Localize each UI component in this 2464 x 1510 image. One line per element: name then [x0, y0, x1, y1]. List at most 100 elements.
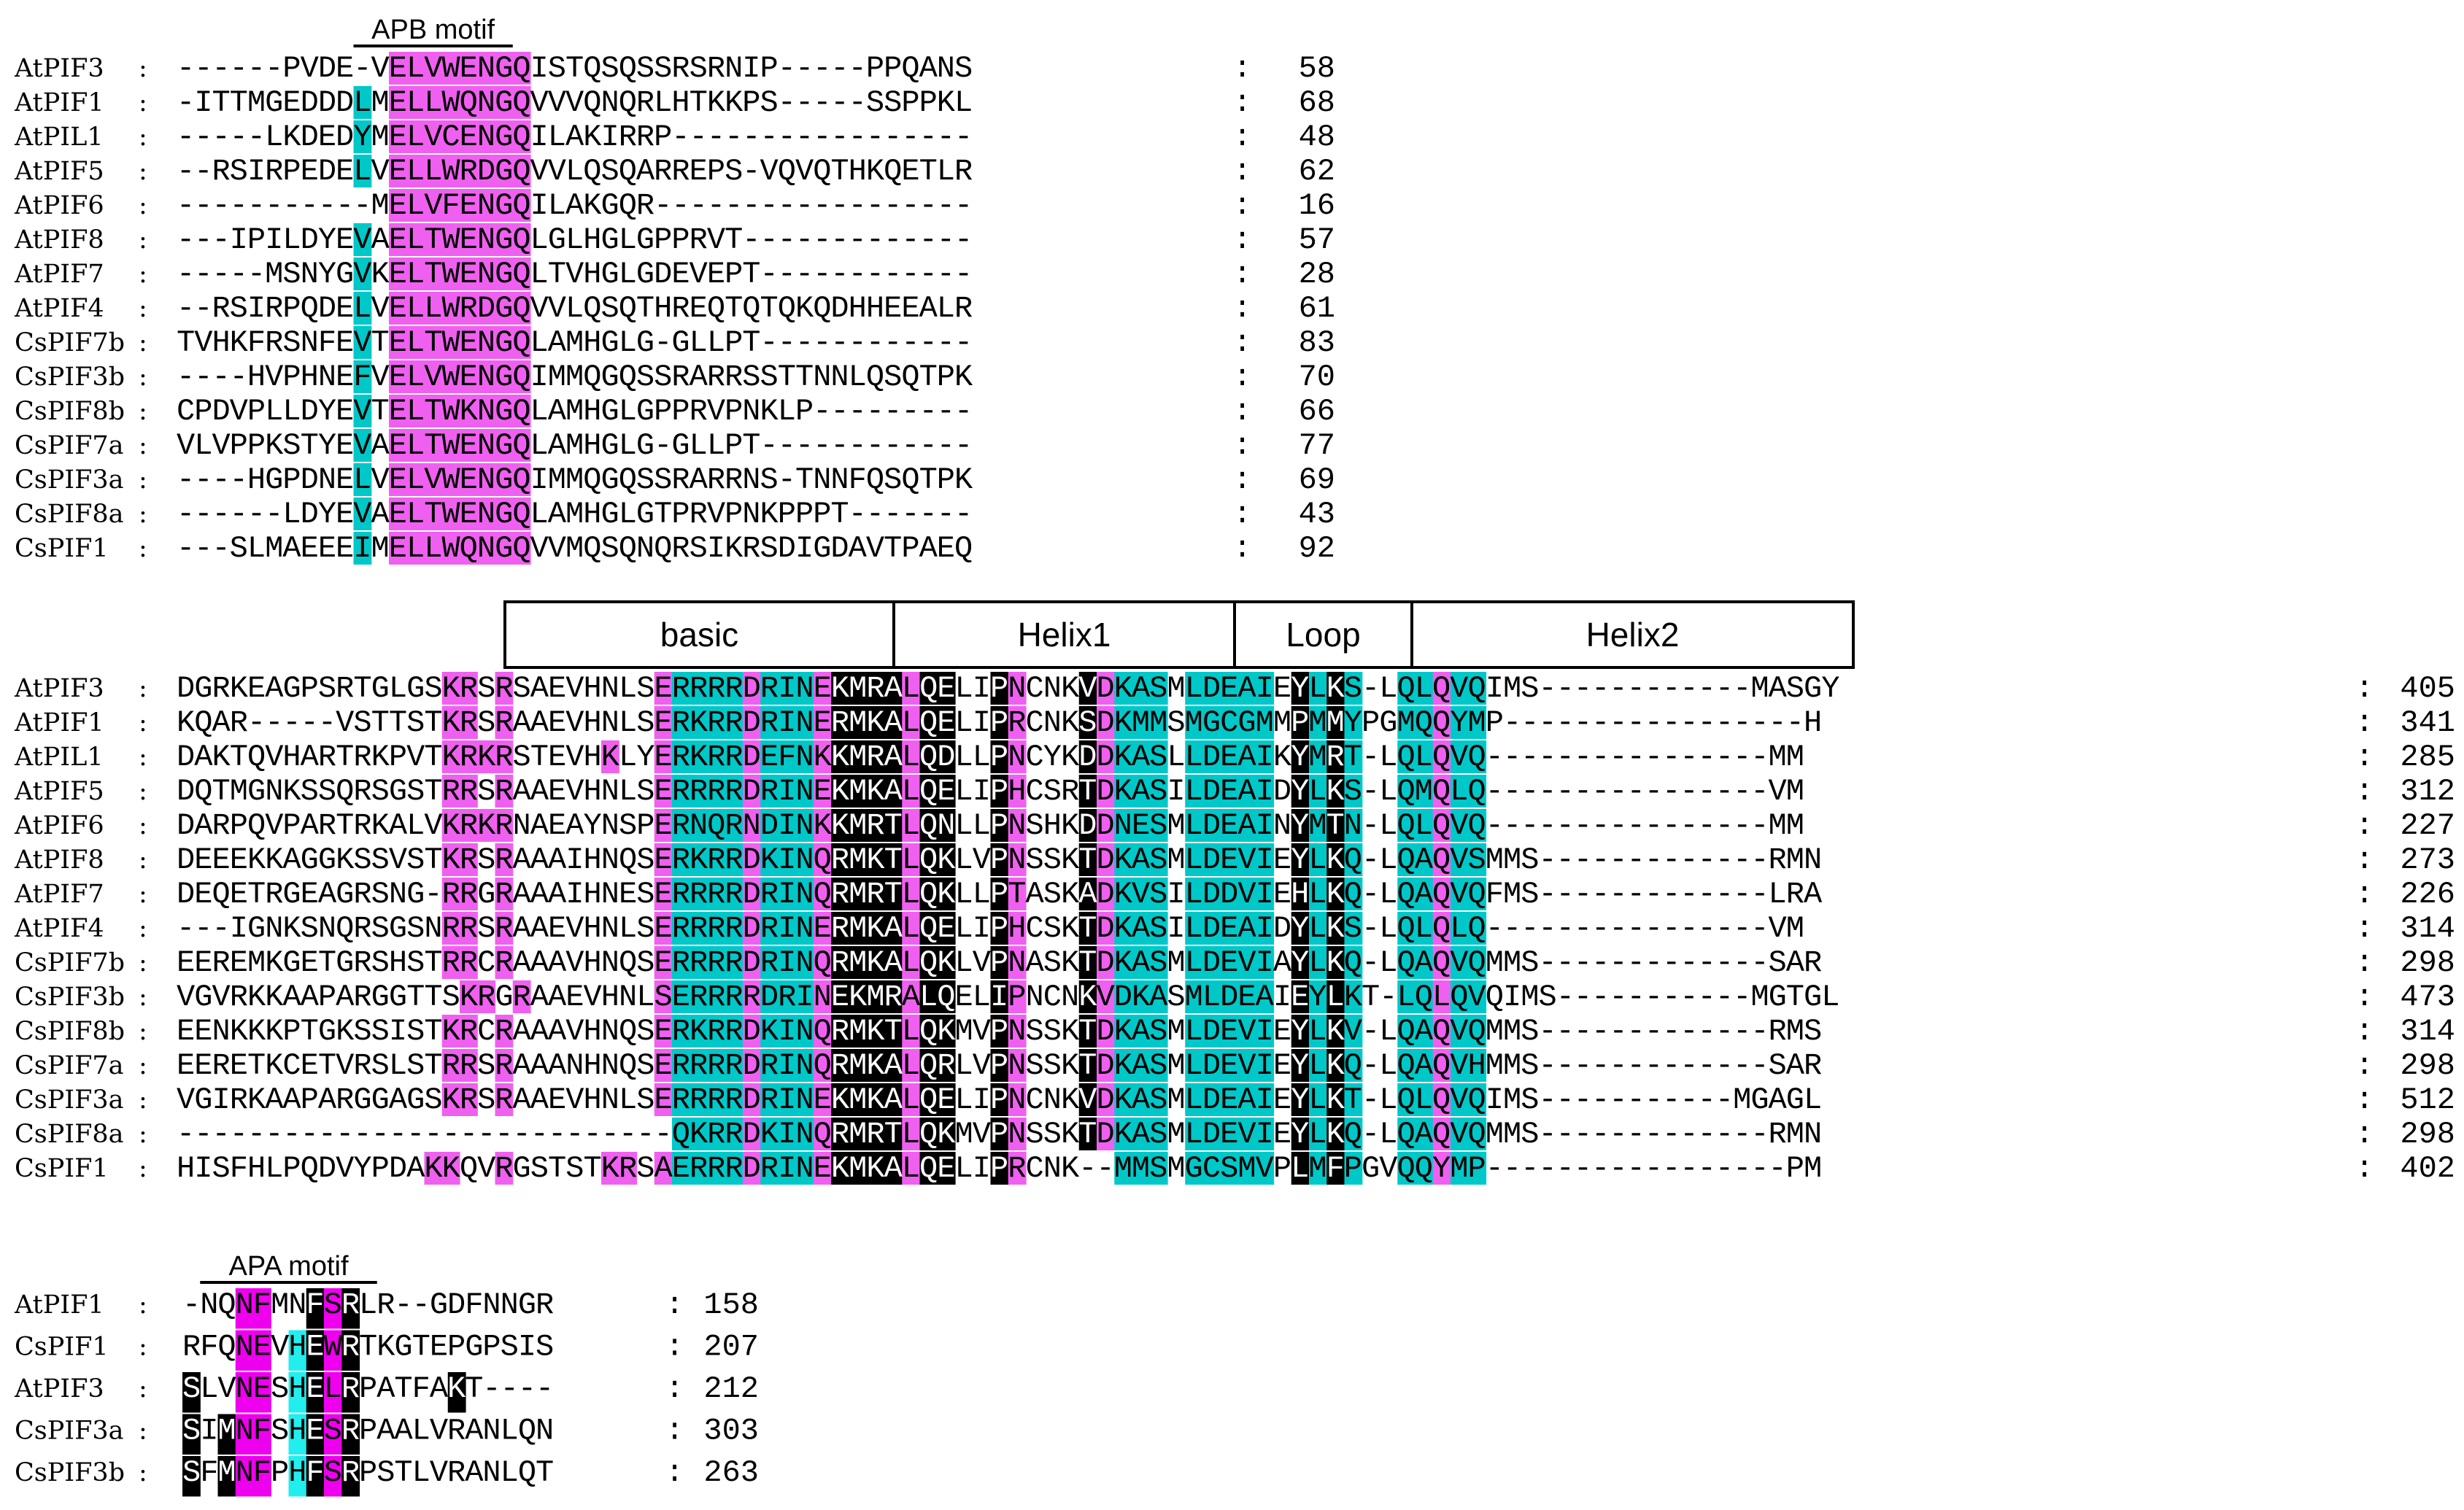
residue-number: 16 [1299, 188, 1335, 223]
sequence-row: RFQNEVHEWRTKGTEPGPSIS [182, 1330, 554, 1365]
residue-shade [690, 1152, 708, 1185]
residue-number: 70 [1299, 360, 1335, 395]
residue-shade [324, 1414, 342, 1455]
residue-shade [1185, 1015, 1204, 1048]
residue-shade [1132, 843, 1151, 876]
residue-shade [1238, 672, 1256, 705]
residue-shade [654, 843, 673, 876]
end-colon: : [1233, 51, 1251, 86]
residue-shade [725, 672, 744, 705]
residue-shade [1008, 912, 1027, 945]
residue-shade [389, 258, 407, 290]
residue-shade [324, 1456, 342, 1497]
species-label: AtPIF4 [14, 294, 104, 323]
residue-shade [1468, 1083, 1487, 1116]
residue-shade [937, 980, 956, 1013]
residue-shade [1468, 1049, 1487, 1082]
residue-shade [424, 463, 443, 496]
residue-shade [1432, 843, 1451, 876]
residue-shade [406, 497, 425, 530]
residue-shade [389, 497, 407, 530]
species-label: CsPIF8b [15, 397, 125, 426]
residue-shade [795, 775, 814, 808]
residue-shade [1291, 740, 1310, 773]
residue-shade [1185, 672, 1204, 705]
residue-shade [1132, 1049, 1151, 1082]
label-colon: : [139, 708, 147, 737]
residue-shade [690, 809, 708, 842]
sequence-row: -----MSNYGVKELTWENGQLTVHGLGDEVEPT-------… [177, 257, 973, 292]
residue-shade [424, 429, 443, 462]
residue-shade [778, 946, 797, 979]
residue-shade [424, 1152, 443, 1185]
residue-shade [1344, 809, 1363, 842]
residue-shade [919, 980, 938, 1013]
end-colon: : [1233, 497, 1251, 532]
residue-shade [778, 809, 797, 842]
end-colon: : [665, 1414, 684, 1449]
residue-shade [743, 878, 761, 910]
residue-shade [460, 878, 478, 910]
end-colon: : [2355, 945, 2374, 980]
residue-shade [707, 1118, 726, 1150]
sequence-row: TVHKFRSNFEVTELTWENGQLAMHGLG-GLLPT-------… [177, 325, 973, 360]
residue-shade [1238, 946, 1256, 979]
residue-shade [1326, 980, 1345, 1013]
residue-shade [353, 532, 372, 565]
residue-shade [831, 775, 850, 808]
residue-shade [690, 672, 708, 705]
residue-shade [654, 672, 673, 705]
residue-shade [1397, 946, 1416, 979]
residue-shade [1451, 946, 1469, 979]
residue-shade [902, 912, 921, 945]
residue-shade [1344, 706, 1363, 739]
residue-shade [460, 740, 478, 773]
residue-shade [1397, 740, 1416, 773]
residue-shade [406, 223, 425, 256]
residue-shade [1185, 980, 1204, 1013]
residue-shade [1397, 1015, 1416, 1048]
residue-shade [460, 120, 478, 153]
residue-shade [849, 740, 868, 773]
end-colon: : [2355, 808, 2374, 843]
residue-shade [778, 878, 797, 910]
residue-shade [672, 775, 690, 808]
residue-shade [1326, 706, 1345, 739]
residue-shade [389, 532, 407, 565]
residue-shade [1326, 912, 1345, 945]
residue-shade [1291, 672, 1310, 705]
end-colon: : [1233, 120, 1251, 155]
residue-shade [1078, 946, 1097, 979]
residue-shade [814, 946, 832, 979]
residue-shade [1344, 775, 1363, 808]
residue-shade [1238, 1083, 1256, 1116]
residue-shade [441, 360, 460, 393]
residue-shade [441, 429, 460, 462]
label-colon: : [139, 191, 147, 220]
residue-shade [253, 1330, 271, 1371]
residue-shade [1432, 912, 1451, 945]
residue-shade [235, 1414, 254, 1455]
residue-shade [990, 1083, 1009, 1116]
residue-shade [725, 1083, 744, 1116]
residue-shade [690, 1015, 708, 1048]
residue-shade [1185, 1083, 1204, 1116]
residue-shade [1149, 672, 1168, 705]
residue-shade [1451, 672, 1469, 705]
residue-shade [919, 809, 938, 842]
residue-shade [760, 980, 779, 1013]
residue-shade [288, 1372, 307, 1413]
residue-shade [919, 912, 938, 945]
residue-shade [1256, 912, 1275, 945]
residue-shade [495, 326, 514, 359]
residue-shade [1149, 706, 1168, 739]
residue-shade [441, 843, 460, 876]
end-colon: : [1233, 394, 1251, 429]
residue-shade [1238, 1152, 1256, 1185]
residue-shade [1078, 809, 1097, 842]
residue-shade [1397, 706, 1416, 739]
label-colon: : [139, 1374, 147, 1403]
residue-shade [990, 912, 1009, 945]
residue-shade [866, 912, 885, 945]
residue-shade [919, 1118, 938, 1150]
